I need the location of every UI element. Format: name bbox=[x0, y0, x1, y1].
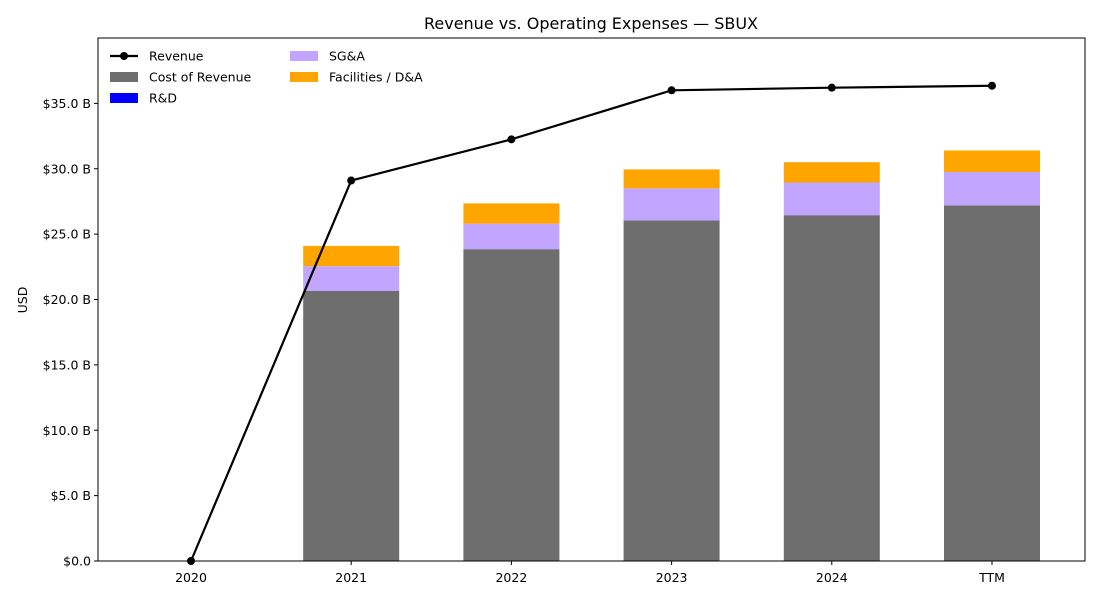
bar-facilities-d-a-2021 bbox=[303, 245, 400, 267]
y-axis-label: USD bbox=[15, 287, 30, 314]
x-tick-label-2021: 2021 bbox=[335, 570, 367, 585]
legend-swatch-facilities-d-a bbox=[290, 72, 318, 82]
bar-cost-of-revenue-2022 bbox=[463, 249, 560, 561]
x-axis: 2020 2021 2022 2023 2024 TTM bbox=[175, 561, 1005, 585]
legend-marker-revenue bbox=[120, 52, 128, 60]
legend-swatch-sg-a bbox=[290, 51, 318, 61]
y-tick-label: $0.0 bbox=[63, 554, 91, 569]
bar-cost-of-revenue-2023 bbox=[623, 220, 720, 562]
y-tick-label: $10.0 B bbox=[43, 423, 91, 438]
legend-label-sg-a: SG&A bbox=[329, 49, 365, 64]
bar-sg-a-2021 bbox=[303, 266, 400, 292]
x-tick-label-2020: 2020 bbox=[175, 570, 207, 585]
bar-sg-a-2024 bbox=[783, 182, 880, 216]
bar-cost-of-revenue-2021 bbox=[303, 291, 400, 561]
revenue-line-layer bbox=[187, 81, 996, 565]
bar-facilities-d-a-2024 bbox=[783, 162, 880, 183]
revenue-point-2024 bbox=[827, 83, 836, 92]
legend-label-cost-of-revenue: Cost of Revenue bbox=[149, 70, 252, 85]
y-tick-label: $35.0 B bbox=[43, 96, 91, 111]
bar-sg-a-ttm bbox=[944, 172, 1040, 206]
bar-cost-of-revenue-2024 bbox=[783, 215, 880, 561]
y-tick-label: $5.0 B bbox=[51, 488, 91, 503]
bar-facilities-d-a-ttm bbox=[944, 150, 1040, 173]
x-tick-label-ttm: TTM bbox=[978, 570, 1005, 585]
chart-title: Revenue vs. Operating Expenses — SBUX bbox=[424, 14, 758, 33]
bar-sg-a-2023 bbox=[623, 188, 720, 221]
y-tick-label: $15.0 B bbox=[43, 357, 91, 372]
revenue-point-2023 bbox=[667, 86, 676, 95]
plot-frame bbox=[97, 37, 1086, 562]
revenue-point-2021 bbox=[347, 176, 356, 185]
bar-sg-a-2022 bbox=[463, 223, 560, 250]
bar-cost-of-revenue-ttm bbox=[944, 205, 1040, 562]
x-tick-label-2024: 2024 bbox=[816, 570, 848, 585]
revenue-point-ttm bbox=[988, 81, 996, 90]
x-tick-label-2023: 2023 bbox=[656, 570, 688, 585]
revenue-line bbox=[189, 84, 993, 562]
bar-facilities-d-a-2022 bbox=[463, 203, 560, 224]
revenue-point-2022 bbox=[507, 135, 516, 144]
x-tick-label-2022: 2022 bbox=[495, 570, 527, 585]
y-tick-label: $30.0 B bbox=[43, 161, 91, 176]
legend-label-facilities-d-a: Facilities / D&A bbox=[329, 70, 423, 85]
y-axis: $0.0 $5.0 B $10.0 B $15.0 B $20.0 B $25.0 B $3… bbox=[43, 96, 98, 569]
legend-swatch-cost-of-revenue bbox=[110, 72, 138, 82]
y-tick-label: $20.0 B bbox=[43, 292, 91, 307]
legend-label-revenue: Revenue bbox=[149, 49, 204, 64]
legend-label-r-d: R&D bbox=[149, 91, 177, 106]
legend-swatch-r-d bbox=[110, 93, 138, 103]
bar-facilities-d-a-2023 bbox=[623, 169, 720, 189]
legend: Revenue Cost of Revenue R&D SG&A Facilities … bbox=[110, 49, 423, 106]
bar-layer bbox=[303, 150, 1040, 562]
y-tick-label: $25.0 B bbox=[43, 227, 91, 242]
